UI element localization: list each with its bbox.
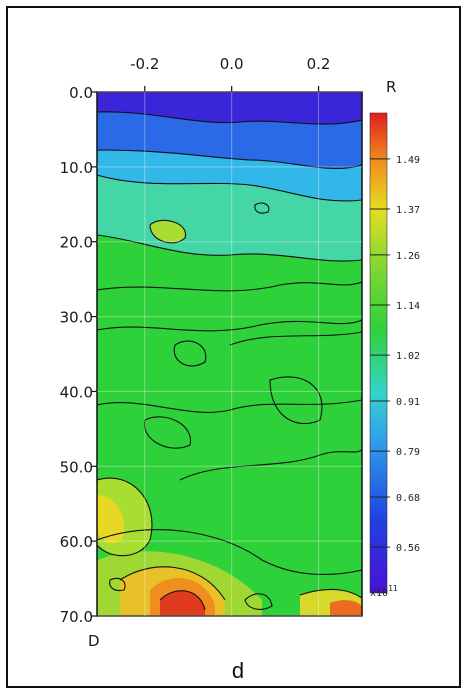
plot-border bbox=[96, 91, 363, 617]
x-tick-label: 0.0 bbox=[220, 55, 244, 73]
colorbar-multiplier: x1011 bbox=[370, 584, 398, 599]
x-tick-label: -0.2 bbox=[130, 55, 159, 73]
heatmap-field bbox=[97, 92, 362, 616]
colorbar-tick-label: 1.26 bbox=[396, 251, 420, 262]
colorbar-tick-label: 1.14 bbox=[396, 301, 420, 312]
contour-lines bbox=[97, 111, 362, 611]
colorbar-tick-label: 0.91 bbox=[396, 397, 420, 408]
colorbar bbox=[369, 112, 388, 594]
colorbar-tick-label: 0.56 bbox=[396, 543, 420, 554]
y-tick-label: 0.0 bbox=[69, 84, 93, 102]
x-axis: -0.2 0.0 0.2 bbox=[130, 55, 330, 616]
colorbar-tick-label: 0.68 bbox=[396, 493, 420, 504]
colorbar-tick-label: 1.37 bbox=[396, 205, 420, 216]
y-tick-label: 10.0 bbox=[60, 159, 93, 177]
colorbar-multiplier-base: x10 bbox=[370, 588, 388, 599]
y-tick-label: 60.0 bbox=[60, 533, 93, 551]
y-tick-label: 70.0 bbox=[60, 608, 93, 626]
y-axis: 0.0 10.0 20.0 30.0 40.0 50.0 60.0 70.0 bbox=[60, 84, 362, 626]
x-axis-letter: R bbox=[386, 78, 396, 96]
y-tick-label: 40.0 bbox=[60, 383, 93, 401]
y-tick-label: 30.0 bbox=[60, 309, 93, 327]
panel-label: d bbox=[232, 658, 244, 683]
colorbar-tick-label: 1.02 bbox=[396, 351, 420, 362]
y-axis-letter: D bbox=[88, 632, 100, 650]
colorbar-ticks: 1.49 1.37 1.26 1.14 1.02 0.91 0.79 0.68 0.56 bbox=[370, 155, 420, 554]
colorbar-exponent: 11 bbox=[388, 584, 398, 593]
x-tick-label: 0.2 bbox=[307, 55, 331, 73]
colorbar-tick-label: 0.79 bbox=[396, 447, 420, 458]
y-tick-label: 50.0 bbox=[60, 458, 93, 476]
colorbar-tick-label: 1.49 bbox=[396, 155, 420, 166]
y-tick-label: 20.0 bbox=[60, 234, 93, 252]
